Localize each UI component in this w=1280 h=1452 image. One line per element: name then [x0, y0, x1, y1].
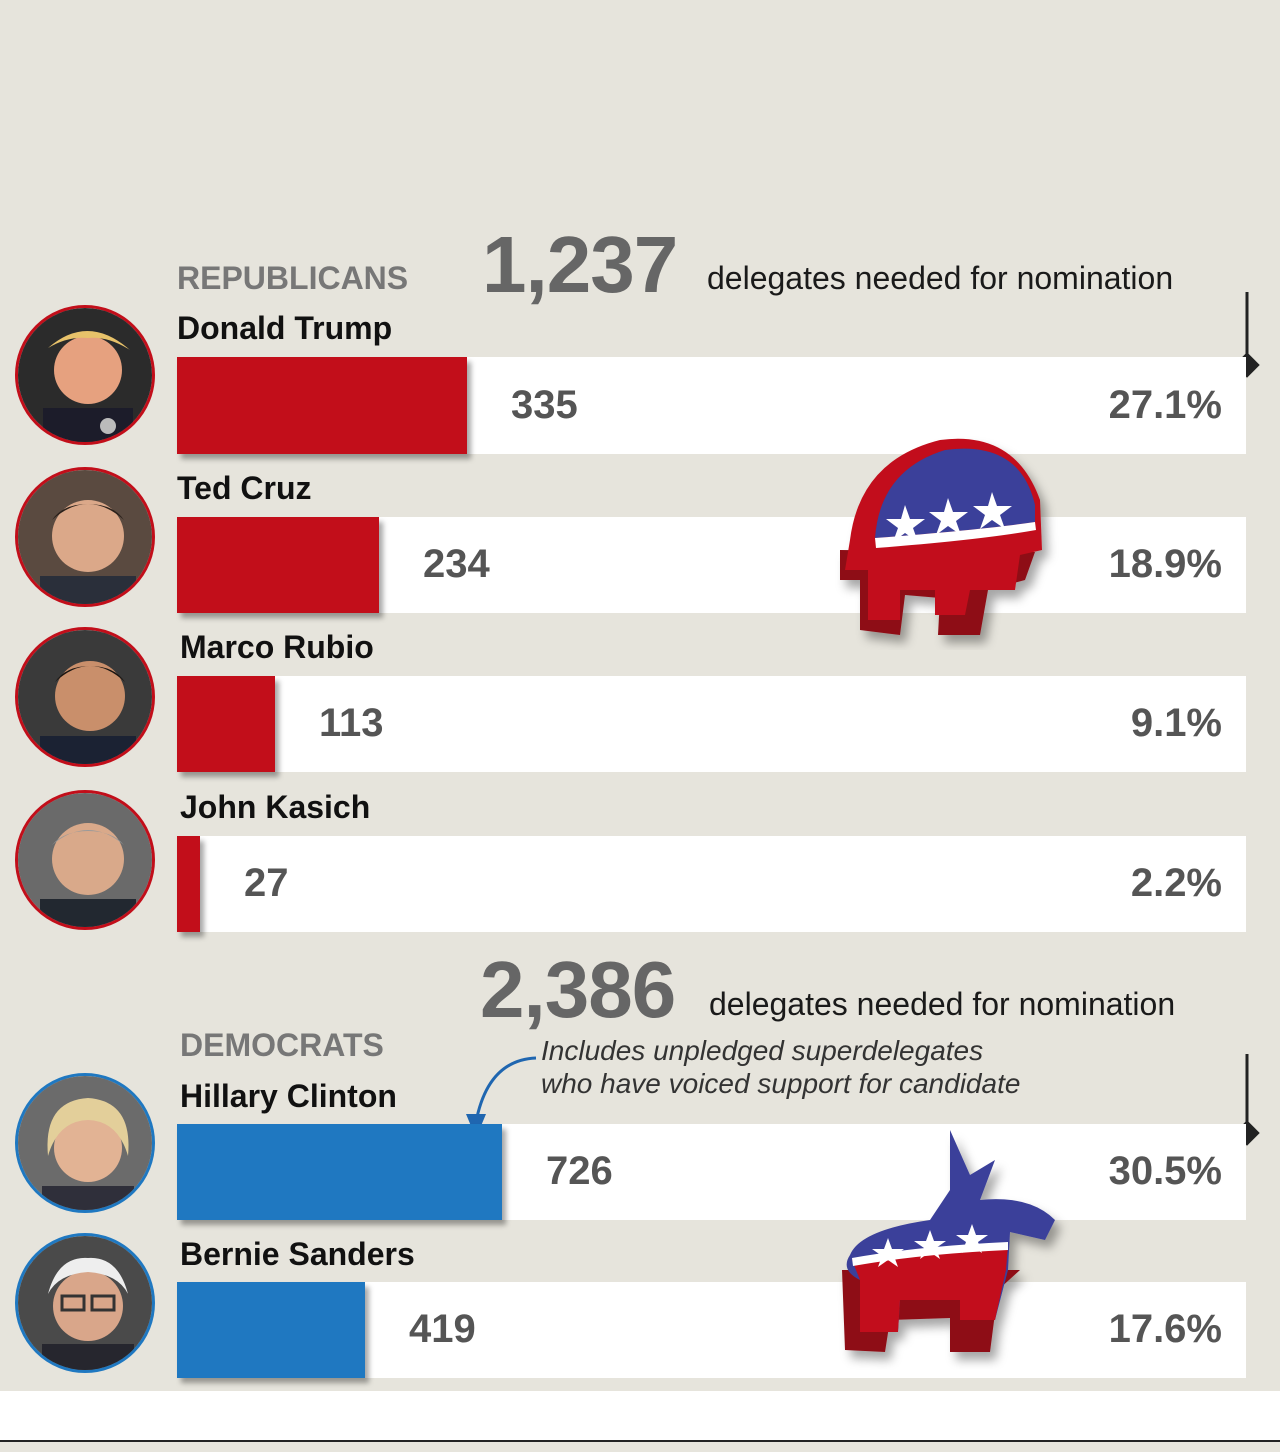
bar-marco-rubio [177, 676, 275, 772]
percent-label: 9.1% [1130, 701, 1222, 745]
dem-needed-text: delegates needed for nomination [709, 986, 1176, 1022]
value-label: 726 [546, 1149, 613, 1193]
donkey-icon [842, 1130, 1055, 1352]
candidate-name: Bernie Sanders [180, 1236, 415, 1272]
candidate-name: Donald Trump [177, 310, 393, 346]
bar-track: 27 2.2% [177, 836, 1246, 932]
value-label: 113 [319, 701, 384, 745]
bottom-rule [0, 1440, 1280, 1442]
percent-label: 18.9% [1108, 542, 1222, 586]
party-label-republicans: REPUBLICANS [177, 260, 409, 296]
annotation-note: Includes unpledged superdelegates who ha… [541, 1034, 1020, 1100]
bar-track: 726 30.5% [177, 1124, 1246, 1220]
bar-donald-trump [177, 357, 467, 454]
avatar-bernie-sanders [15, 1233, 155, 1373]
candidate-name: Hillary Clinton [180, 1078, 397, 1114]
footer-strip [0, 1391, 1280, 1440]
avatar-donald-trump [15, 305, 155, 445]
annotation-line: who have voiced support for candidate [541, 1068, 1021, 1099]
value-label: 27 [244, 861, 289, 905]
rep-needed-text: delegates needed for nomination [707, 260, 1174, 296]
percent-label: 27.1% [1108, 383, 1222, 427]
avatar-ted-cruz [15, 467, 155, 607]
elephant-icon [840, 438, 1042, 635]
value-label: 335 [511, 383, 578, 427]
avatar-hillary-clinton [15, 1073, 155, 1213]
bar-john-kasich [177, 836, 200, 932]
avatar-john-kasich [15, 790, 155, 930]
candidate-name: John Kasich [180, 789, 371, 825]
party-label-democrats: DEMOCRATS [180, 1027, 384, 1063]
rep-needed-number: 1,237 [482, 220, 678, 309]
value-label: 234 [423, 542, 490, 586]
annotation-line: Includes unpledged superdelegates [541, 1035, 984, 1066]
bar-track: 419 17.6% [177, 1282, 1246, 1378]
dem-needed-number: 2,386 [480, 945, 676, 1034]
bar-hillary-clinton [177, 1124, 502, 1220]
bar-bernie-sanders [177, 1282, 365, 1378]
value-label: 419 [409, 1307, 476, 1351]
avatar-marco-rubio [15, 627, 155, 767]
candidate-name: Ted Cruz [177, 470, 312, 506]
bar-track: 335 27.1% [177, 357, 1246, 454]
bar-ted-cruz [177, 517, 379, 613]
bar-track: 234 18.9% [177, 517, 1246, 613]
bar-track: 113 9.1% [177, 676, 1246, 772]
percent-label: 30.5% [1108, 1149, 1222, 1193]
candidate-name: Marco Rubio [180, 629, 374, 665]
percent-label: 17.6% [1108, 1307, 1222, 1351]
percent-label: 2.2% [1130, 861, 1222, 905]
